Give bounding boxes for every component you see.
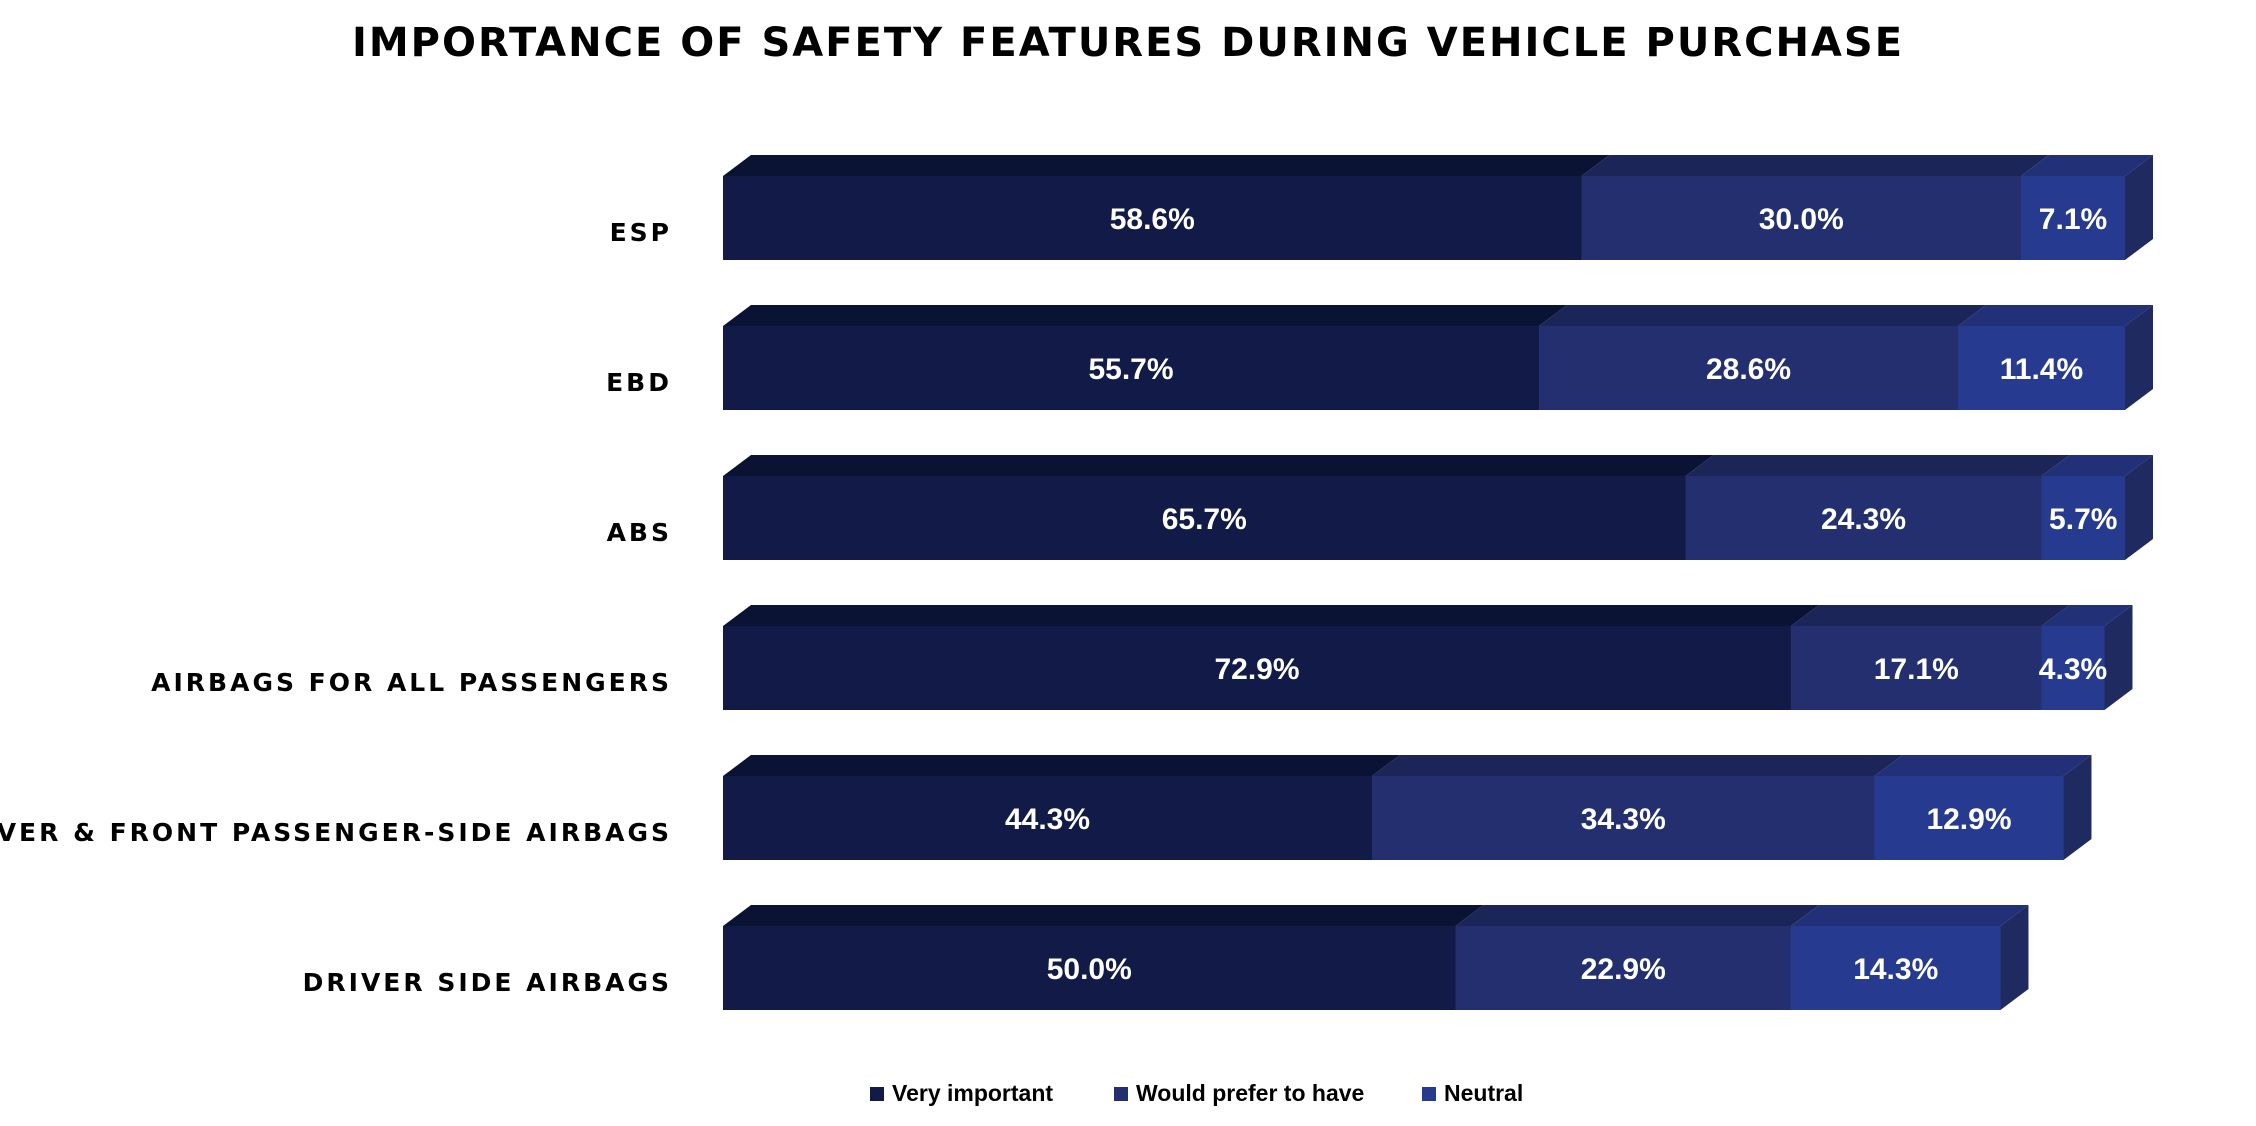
category-label: ESP (610, 218, 672, 247)
data-label: 22.9% (1581, 953, 1666, 986)
bar-row: 65.7% 24.3% 5.7% ABS (607, 455, 2154, 560)
bar-row: 44.3% 34.3% 12.9% DRIVER & FRONT PASSENGER-… (0, 755, 2092, 860)
data-label: 4.3% (2039, 653, 2107, 686)
data-label: 50.0% (1047, 953, 1132, 986)
bar-segment-top (723, 305, 1568, 326)
bar-segment-top (1539, 305, 1986, 326)
chart-title: IMPORTANCE OF SAFETY FEATURES DURING VEH… (352, 20, 1904, 66)
bar-segment-top (1685, 455, 2070, 476)
bar-segment (2020, 176, 2126, 260)
bar-segment-top (1957, 305, 2154, 326)
bar-segment-top (723, 155, 1610, 176)
bar-segment (2041, 476, 2126, 560)
data-label: 55.7% (1088, 353, 1173, 386)
data-label: 11.4% (2000, 353, 2083, 386)
bar-segment-top (723, 755, 1400, 776)
legend-label: Very important (892, 1080, 1053, 1106)
data-label: 7.1% (2039, 203, 2107, 236)
legend-item: Neutral (1422, 1080, 1523, 1106)
legend-swatch (1422, 1087, 1436, 1101)
bars-group: 58.6% 30.0% 7.1% ESP 55.7% 28.6% 11.4% EBD 65.7%… (0, 155, 2154, 1010)
data-label: 58.6% (1110, 203, 1195, 236)
category-label: DRIVER & FRONT PASSENGER-SIDE AIRBAGS (0, 818, 672, 847)
bar-segment-top (1790, 605, 2070, 626)
data-label: 30.0% (1759, 203, 1844, 236)
legend-item: Very important (870, 1080, 1053, 1106)
legend-item: Would prefer to have (1114, 1080, 1364, 1106)
bar-side (2063, 755, 2092, 860)
data-label: 34.3% (1581, 803, 1666, 836)
data-label: 17.1% (1874, 653, 1959, 686)
bar-segment-top (1581, 155, 2049, 176)
category-label: DRIVER SIDE AIRBAGS (303, 968, 672, 997)
bar-segment (1874, 776, 2064, 860)
bar-row: 50.0% 22.9% 14.3% DRIVER SIDE AIRBAGS (303, 905, 2029, 1010)
category-label: EBD (606, 368, 672, 397)
bar-segment (1685, 476, 2042, 560)
data-label: 72.9% (1214, 653, 1299, 686)
bar-segment (1371, 776, 1875, 860)
bar-segment-top (2020, 155, 2154, 176)
data-label: 5.7% (2049, 503, 2117, 536)
data-label: 44.3% (1005, 803, 1090, 836)
data-label: 24.3% (1821, 503, 1906, 536)
bar-segment (1957, 326, 2126, 410)
bar-segment-top (1455, 905, 1819, 926)
bar-side (2125, 305, 2154, 410)
data-label: 65.7% (1162, 503, 1247, 536)
bar-segment (1581, 176, 2021, 260)
bar-segment (1539, 326, 1958, 410)
bar-segment (1790, 926, 2001, 1010)
bar-segment (723, 176, 1582, 260)
bar-side (2000, 905, 2029, 1010)
legend-label: Neutral (1444, 1080, 1523, 1106)
bar-segment (2041, 626, 2105, 710)
data-label: 14.3% (1853, 953, 1938, 986)
legend-swatch (1114, 1087, 1128, 1101)
data-label: 12.9% (1926, 803, 2011, 836)
bar-segment-top (723, 605, 1819, 626)
bar-segment-top (1371, 755, 1903, 776)
category-label: AIRBAGS FOR ALL PASSENGERS (151, 668, 672, 697)
bar-segment (723, 626, 1791, 710)
bar-segment (723, 476, 1686, 560)
bar-segment (1790, 626, 2042, 710)
legend-swatch (870, 1087, 884, 1101)
bar-segment-top (2041, 455, 2154, 476)
legend: Very important Would prefer to have Neutra… (870, 1080, 1523, 1106)
bar-segment (723, 776, 1372, 860)
bar-segment-top (1790, 905, 2029, 926)
bar-segment-top (1874, 755, 2092, 776)
bar-segment-top (2041, 605, 2133, 626)
bar-segment (723, 926, 1456, 1010)
bar-side (2125, 455, 2154, 560)
legend-label: Would prefer to have (1136, 1080, 1364, 1106)
bar-segment-top (723, 905, 1484, 926)
bar-row: 55.7% 28.6% 11.4% EBD (606, 305, 2154, 410)
bar-side (2125, 155, 2154, 260)
bar-segment-top (723, 455, 1714, 476)
category-label: ABS (607, 518, 672, 547)
bar-row: 58.6% 30.0% 7.1% ESP (610, 155, 2154, 260)
bar-segment (1455, 926, 1791, 1010)
data-label: 28.6% (1706, 353, 1791, 386)
bar-row: 72.9% 17.1% 4.3% AIRBAGS FOR ALL PASSENGERS (151, 605, 2133, 710)
bar-side (2104, 605, 2133, 710)
bar-segment (723, 326, 1540, 410)
